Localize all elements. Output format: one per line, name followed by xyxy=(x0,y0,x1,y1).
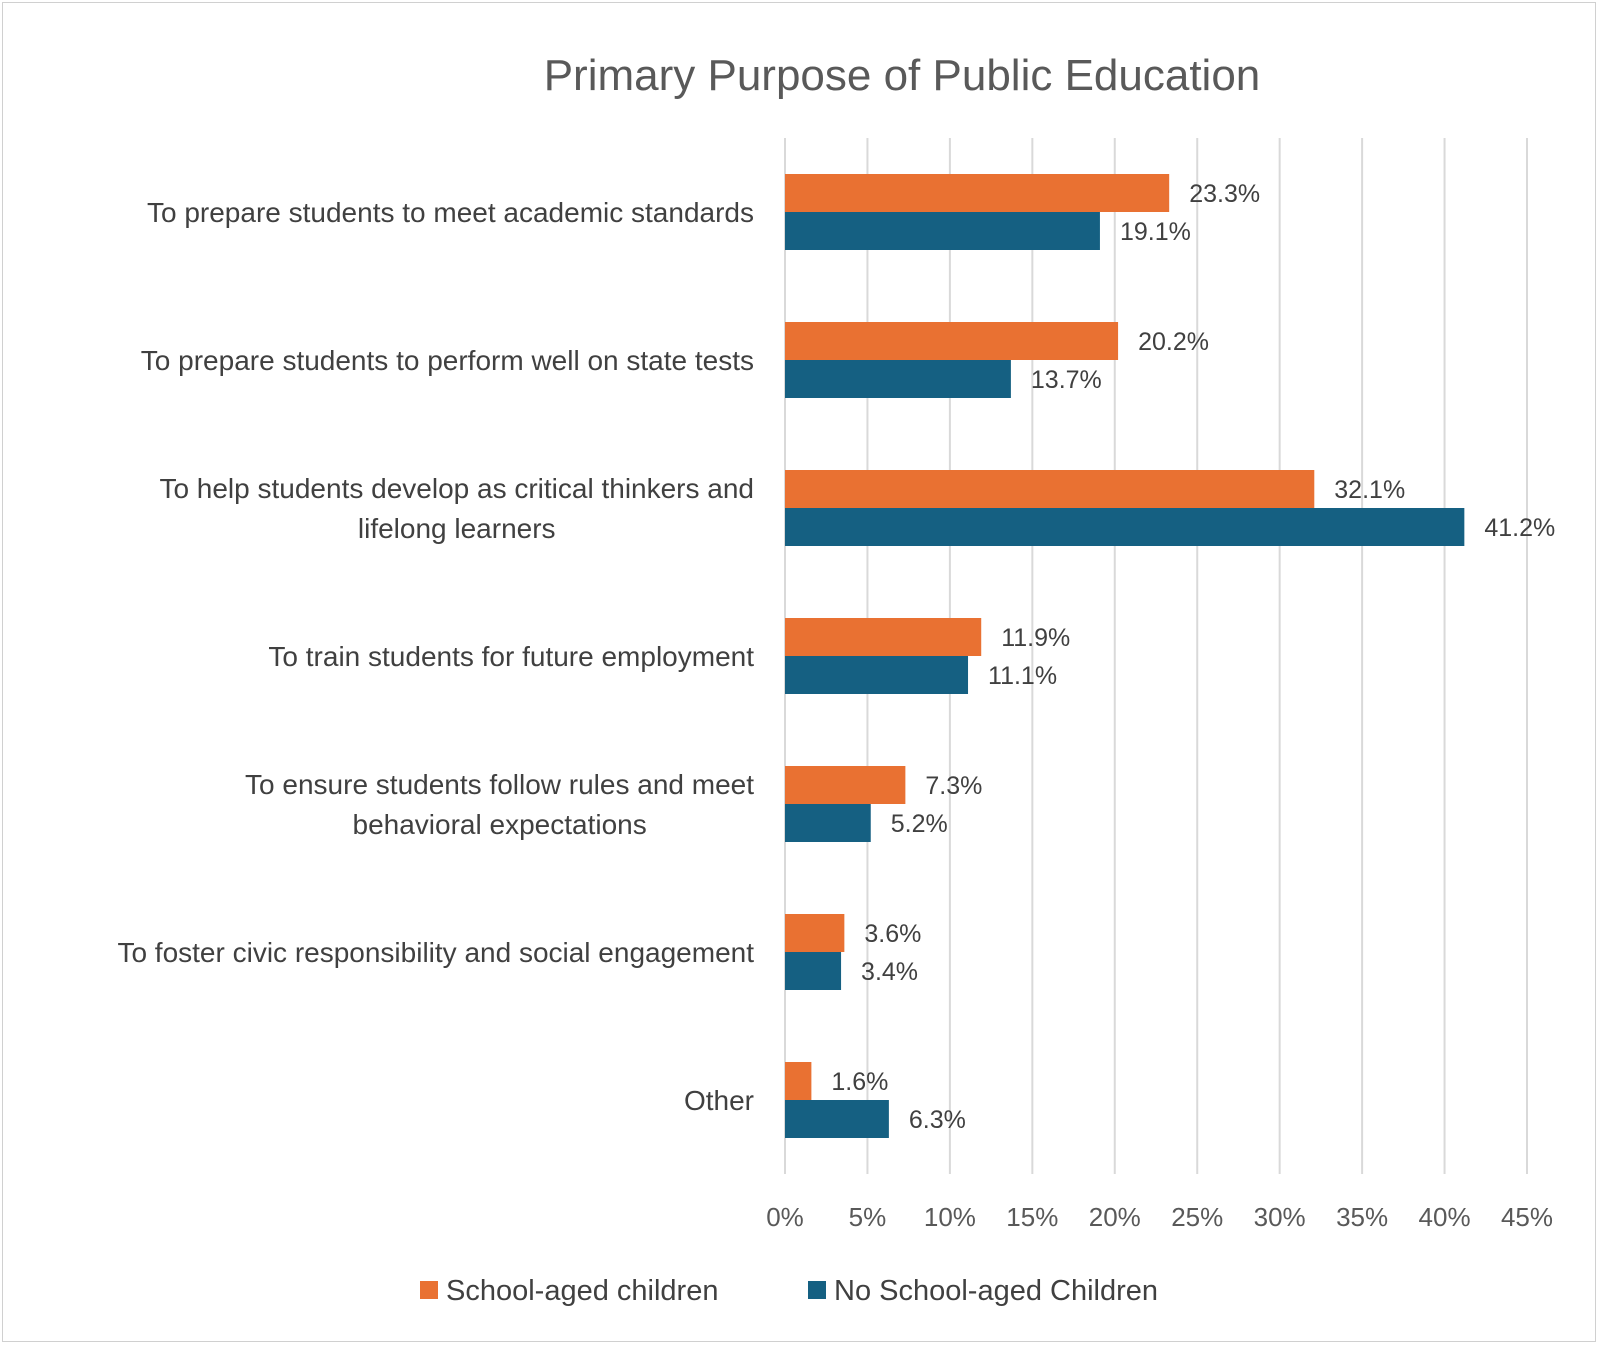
x-tick-label: 25% xyxy=(1171,1202,1223,1232)
x-tick-label: 0% xyxy=(766,1202,804,1232)
x-tick-label: 30% xyxy=(1254,1202,1306,1232)
legend: School-aged children No School-aged Child… xyxy=(420,1275,1158,1307)
legend-no-school-aged-swatch xyxy=(808,1281,826,1299)
bar-no-school-aged-1 xyxy=(785,360,1011,398)
data-label: 20.2% xyxy=(1138,328,1209,356)
data-label: 23.3% xyxy=(1189,180,1260,208)
category-label: Other xyxy=(684,1085,754,1116)
data-label: 1.6% xyxy=(831,1068,888,1096)
x-tick-label: 20% xyxy=(1089,1202,1141,1232)
data-label: 13.7% xyxy=(1031,366,1102,394)
data-label: 11.9% xyxy=(1001,624,1070,652)
x-tick-label: 35% xyxy=(1336,1202,1388,1232)
category-label: lifelong learners xyxy=(358,513,556,544)
bar-school-aged-3 xyxy=(785,618,982,656)
legend-school-aged-swatch xyxy=(420,1281,438,1299)
bar-school-aged-0 xyxy=(785,174,1170,212)
x-tick-label: 40% xyxy=(1419,1202,1471,1232)
data-label: 41.2% xyxy=(1484,514,1555,542)
bar-school-aged-1 xyxy=(785,322,1119,360)
x-axis-ticks: 0% 5% 10% 15% 20% 25% 30% 35% 40% 45% xyxy=(766,1202,1553,1232)
category-label: To help students develop as critical thi… xyxy=(159,473,754,504)
category-label: behavioral expectations xyxy=(353,809,647,840)
x-tick-label: 5% xyxy=(849,1202,887,1232)
data-label: 7.3% xyxy=(925,772,982,800)
category-label: To foster civic responsibility and socia… xyxy=(117,937,754,968)
bar-school-aged-4 xyxy=(785,766,906,804)
category-labels: To prepare students to meet academic sta… xyxy=(117,197,754,1116)
data-label: 11.1% xyxy=(988,662,1057,690)
data-label: 32.1% xyxy=(1334,476,1405,504)
gridlines xyxy=(784,138,1528,1174)
x-tick-label: 10% xyxy=(924,1202,976,1232)
data-label: 3.4% xyxy=(861,958,918,986)
legend-no-school-aged-label: No School-aged Children xyxy=(834,1275,1158,1307)
bar-no-school-aged-3 xyxy=(785,656,969,694)
x-tick-label: 15% xyxy=(1006,1202,1058,1232)
x-tick-label: 45% xyxy=(1501,1202,1553,1232)
bar-no-school-aged-4 xyxy=(785,804,871,842)
data-label: 3.6% xyxy=(864,920,921,948)
category-label: To prepare students to perform well on s… xyxy=(141,345,754,376)
bar-school-aged-2 xyxy=(785,470,1315,508)
legend-school-aged-label: School-aged children xyxy=(446,1275,718,1307)
bar-no-school-aged-2 xyxy=(785,508,1465,546)
bar-no-school-aged-5 xyxy=(785,952,842,990)
chart-title: Primary Purpose of Public Education xyxy=(544,51,1261,100)
bar-no-school-aged-0 xyxy=(785,212,1100,250)
category-label: To train students for future employment xyxy=(268,641,754,672)
category-label: To ensure students follow rules and meet xyxy=(245,769,754,800)
bar-no-school-aged-6 xyxy=(785,1100,889,1138)
category-label: To prepare students to meet academic sta… xyxy=(147,197,754,228)
data-label: 19.1% xyxy=(1120,218,1191,246)
data-label: 5.2% xyxy=(891,810,948,838)
bars: 23.3% 19.1% 20.2% 13.7% 32.1% 41.2% 11.9% 11.1%… xyxy=(785,174,1555,1138)
bar-school-aged-5 xyxy=(785,914,845,952)
bar-school-aged-6 xyxy=(785,1062,812,1100)
data-label: 6.3% xyxy=(909,1106,966,1134)
